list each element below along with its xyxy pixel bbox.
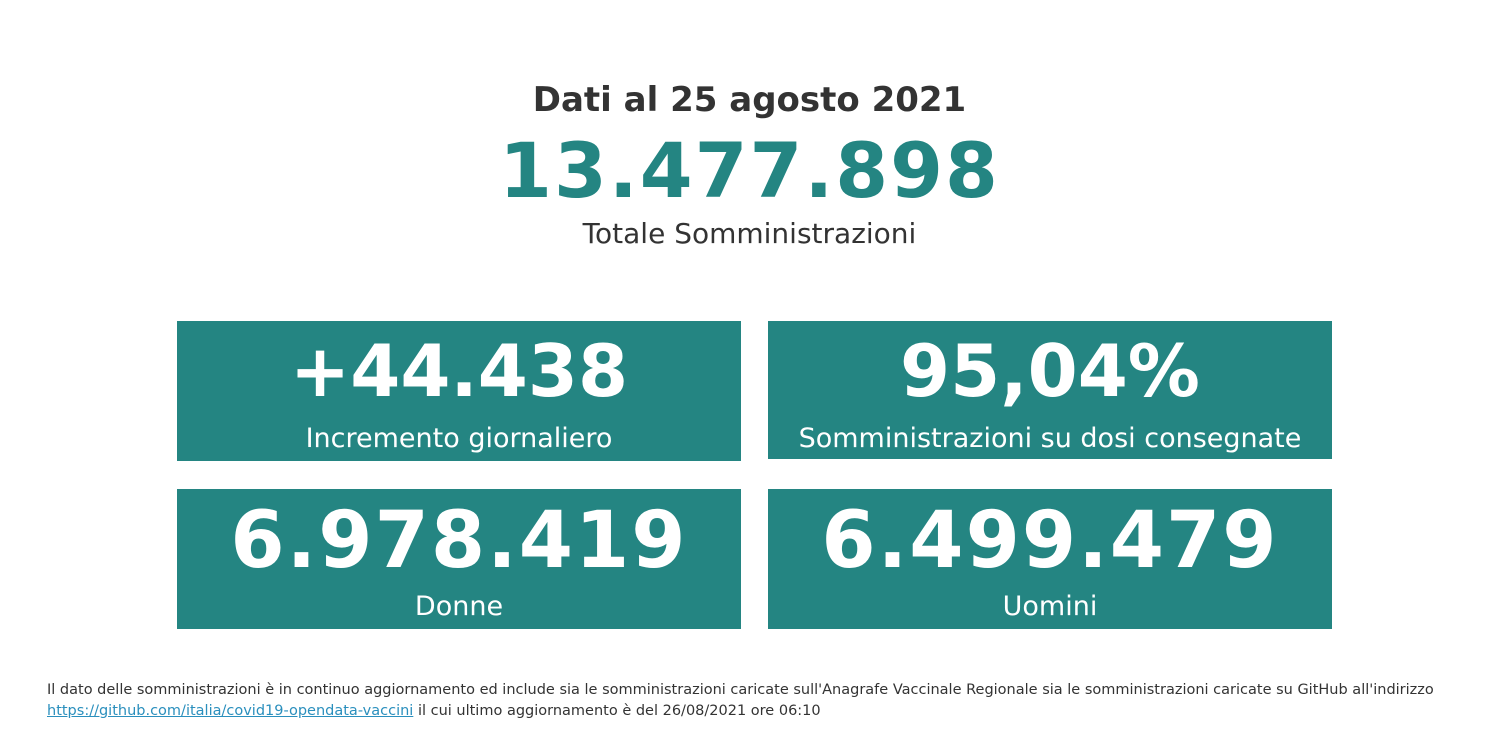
women-card: 6.978.419 Donne xyxy=(177,489,741,629)
men-value: 6.499.479 xyxy=(821,496,1279,586)
men-card: 6.499.479 Uomini xyxy=(768,489,1332,629)
total-administrations-label: Totale Somministrazioni xyxy=(582,217,917,250)
doses-ratio-value: 95,04% xyxy=(900,329,1200,413)
women-value: 6.978.419 xyxy=(230,496,688,586)
men-label: Uomini xyxy=(1002,591,1098,622)
women-label: Donne xyxy=(414,591,504,622)
footer-text-after-link: il cui ultimo aggiornamento è del 26/08/… xyxy=(417,703,821,719)
footer-note: Il dato delle somministrazioni è in cont… xyxy=(47,680,1487,722)
github-link[interactable]: https://github.com/italia/covid19-openda… xyxy=(47,703,414,719)
total-administrations-value: 13.477.898 xyxy=(499,126,1000,215)
daily-increment-card: +44.438 Incremento giornaliero xyxy=(177,321,741,461)
doses-ratio-label: Somministrazioni su dosi consegnate xyxy=(798,423,1302,454)
daily-increment-value: +44.438 xyxy=(289,329,629,413)
daily-increment-label: Incremento giornaliero xyxy=(305,423,613,454)
date-title: Dati al 25 agosto 2021 xyxy=(532,80,967,120)
footer-text-before-link: Il dato delle somministrazioni è in cont… xyxy=(47,682,1434,698)
doses-ratio-card: 95,04% Somministrazioni su dosi consegna… xyxy=(768,321,1332,459)
